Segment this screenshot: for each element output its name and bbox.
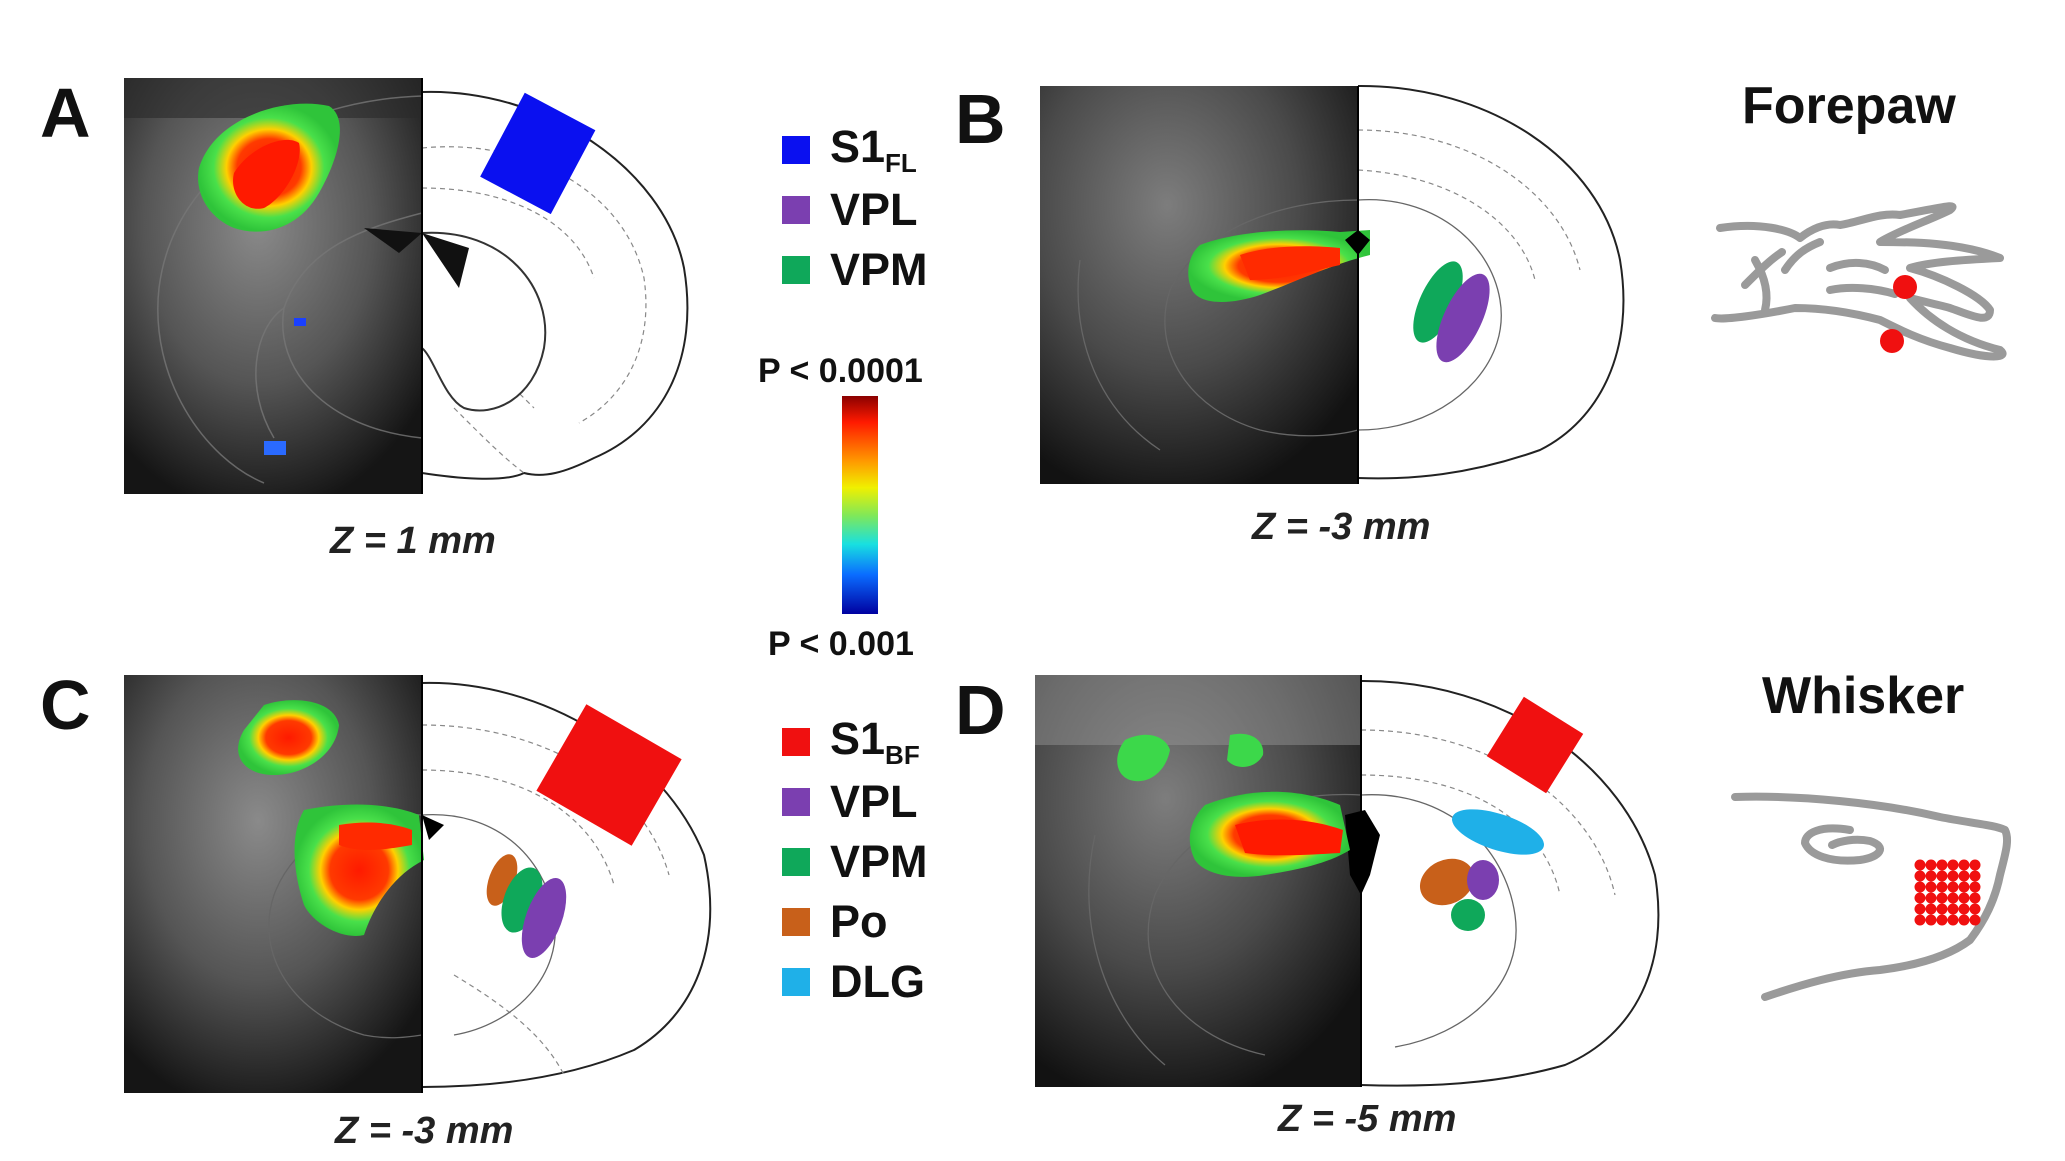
- whisker-dot: [1936, 881, 1948, 893]
- whisker-dot: [1969, 903, 1981, 915]
- whisker-dot: [1925, 859, 1937, 871]
- legend-bottom: S1BF VPL VPM Po DLG: [782, 712, 928, 1012]
- legend-bottom-item: DLG: [782, 952, 928, 1012]
- legend-swatch: [782, 968, 810, 996]
- whisker-dot: [1947, 914, 1959, 926]
- whisker-dot: [1969, 892, 1981, 904]
- panel-b-vpl: [1436, 273, 1490, 363]
- whisker-dot: [1914, 881, 1926, 893]
- panel-d-z: Z = -5 mm: [1278, 1098, 1457, 1140]
- forepaw-dot: [1893, 275, 1917, 299]
- legend-top: S1FL VPL VPM: [782, 120, 928, 300]
- whisker-dot: [1936, 892, 1948, 904]
- panel-c-vpl: [521, 878, 567, 958]
- whisker-dot: [1958, 859, 1970, 871]
- legend-swatch: [782, 908, 810, 936]
- whisker-dot: [1947, 903, 1959, 915]
- whisker-dot: [1969, 914, 1981, 926]
- legend-swatch: [782, 256, 810, 284]
- legend-top-item: VPM: [782, 240, 928, 300]
- whisker-dot: [1958, 903, 1970, 915]
- panel-label-d: D: [955, 671, 1006, 749]
- s1bf-region-d: [1486, 696, 1584, 794]
- colorbar: [842, 396, 878, 614]
- panel-b-vpm: [1413, 261, 1463, 343]
- legend-swatch: [782, 728, 810, 756]
- panel-b-brain: [1040, 84, 1625, 484]
- whisker-dot: [1936, 870, 1948, 882]
- whisker-dot: [1925, 881, 1937, 893]
- legend-bottom-item: Po: [782, 892, 928, 952]
- panel-d-vpm: [1451, 899, 1485, 931]
- whisker-dot: [1947, 859, 1959, 871]
- panel-label-a: A: [40, 74, 91, 152]
- legend-swatch: [782, 196, 810, 224]
- whisker-dot: [1914, 859, 1926, 871]
- whisker-dot: [1914, 903, 1926, 915]
- panel-label-b: B: [955, 80, 1006, 158]
- whisker-dot: [1914, 892, 1926, 904]
- panel-b-z: Z = -3 mm: [1252, 506, 1431, 548]
- forepaw-title: Forepaw: [1742, 77, 1956, 135]
- panel-c-z: Z = -3 mm: [335, 1110, 514, 1152]
- whisker-dot: [1936, 859, 1948, 871]
- whisker-dot: [1914, 914, 1926, 926]
- whisker-outline: [1731, 792, 2012, 1001]
- s1fl-region: [480, 92, 596, 215]
- legend-bottom-item: VPM: [782, 832, 928, 892]
- whisker-dot: [1925, 903, 1937, 915]
- panel-c-brain: [124, 675, 712, 1093]
- whisker-dot: [1925, 870, 1937, 882]
- whisker-dot: [1947, 892, 1959, 904]
- whisker-dots: [1914, 859, 1981, 926]
- panel-d-dlg: [1452, 809, 1544, 855]
- panel-a-brain: [124, 78, 689, 494]
- legend-top-item: VPL: [782, 180, 928, 240]
- whisker-dot: [1969, 859, 1981, 871]
- whisker-dot: [1925, 892, 1937, 904]
- whisker-title: Whisker: [1762, 667, 1965, 725]
- whisker-dot: [1925, 914, 1937, 926]
- legend-swatch: [782, 848, 810, 876]
- whisker-dot: [1936, 903, 1948, 915]
- legend-bottom-item: VPL: [782, 772, 928, 832]
- panel-d-brain: [1035, 675, 1660, 1087]
- panel-d-po: [1419, 858, 1475, 906]
- whisker-dot: [1958, 892, 1970, 904]
- legend-top-item: S1FL: [782, 120, 928, 180]
- whisker-dot: [1969, 881, 1981, 893]
- legend-swatch: [782, 788, 810, 816]
- whisker-dot: [1958, 914, 1970, 926]
- s1bf-region: [536, 704, 682, 846]
- forepaw-outline: [1711, 202, 2007, 361]
- whisker-dot: [1969, 870, 1981, 882]
- colorbar-top-label: P < 0.0001: [758, 352, 923, 390]
- whisker-dot: [1914, 870, 1926, 882]
- whisker-dot: [1958, 881, 1970, 893]
- legend-bottom-item: S1BF: [782, 712, 928, 772]
- panel-a-z: Z = 1 mm: [330, 520, 496, 562]
- panel-d-vpl: [1467, 860, 1499, 900]
- colorbar-bottom-label: P < 0.001: [768, 625, 914, 663]
- whisker-dot: [1947, 881, 1959, 893]
- panel-label-c: C: [40, 666, 91, 744]
- whisker-dot: [1958, 870, 1970, 882]
- whisker-dot: [1936, 914, 1948, 926]
- forepaw-dot: [1880, 329, 1904, 353]
- legend-swatch: [782, 136, 810, 164]
- whisker-dot: [1947, 870, 1959, 882]
